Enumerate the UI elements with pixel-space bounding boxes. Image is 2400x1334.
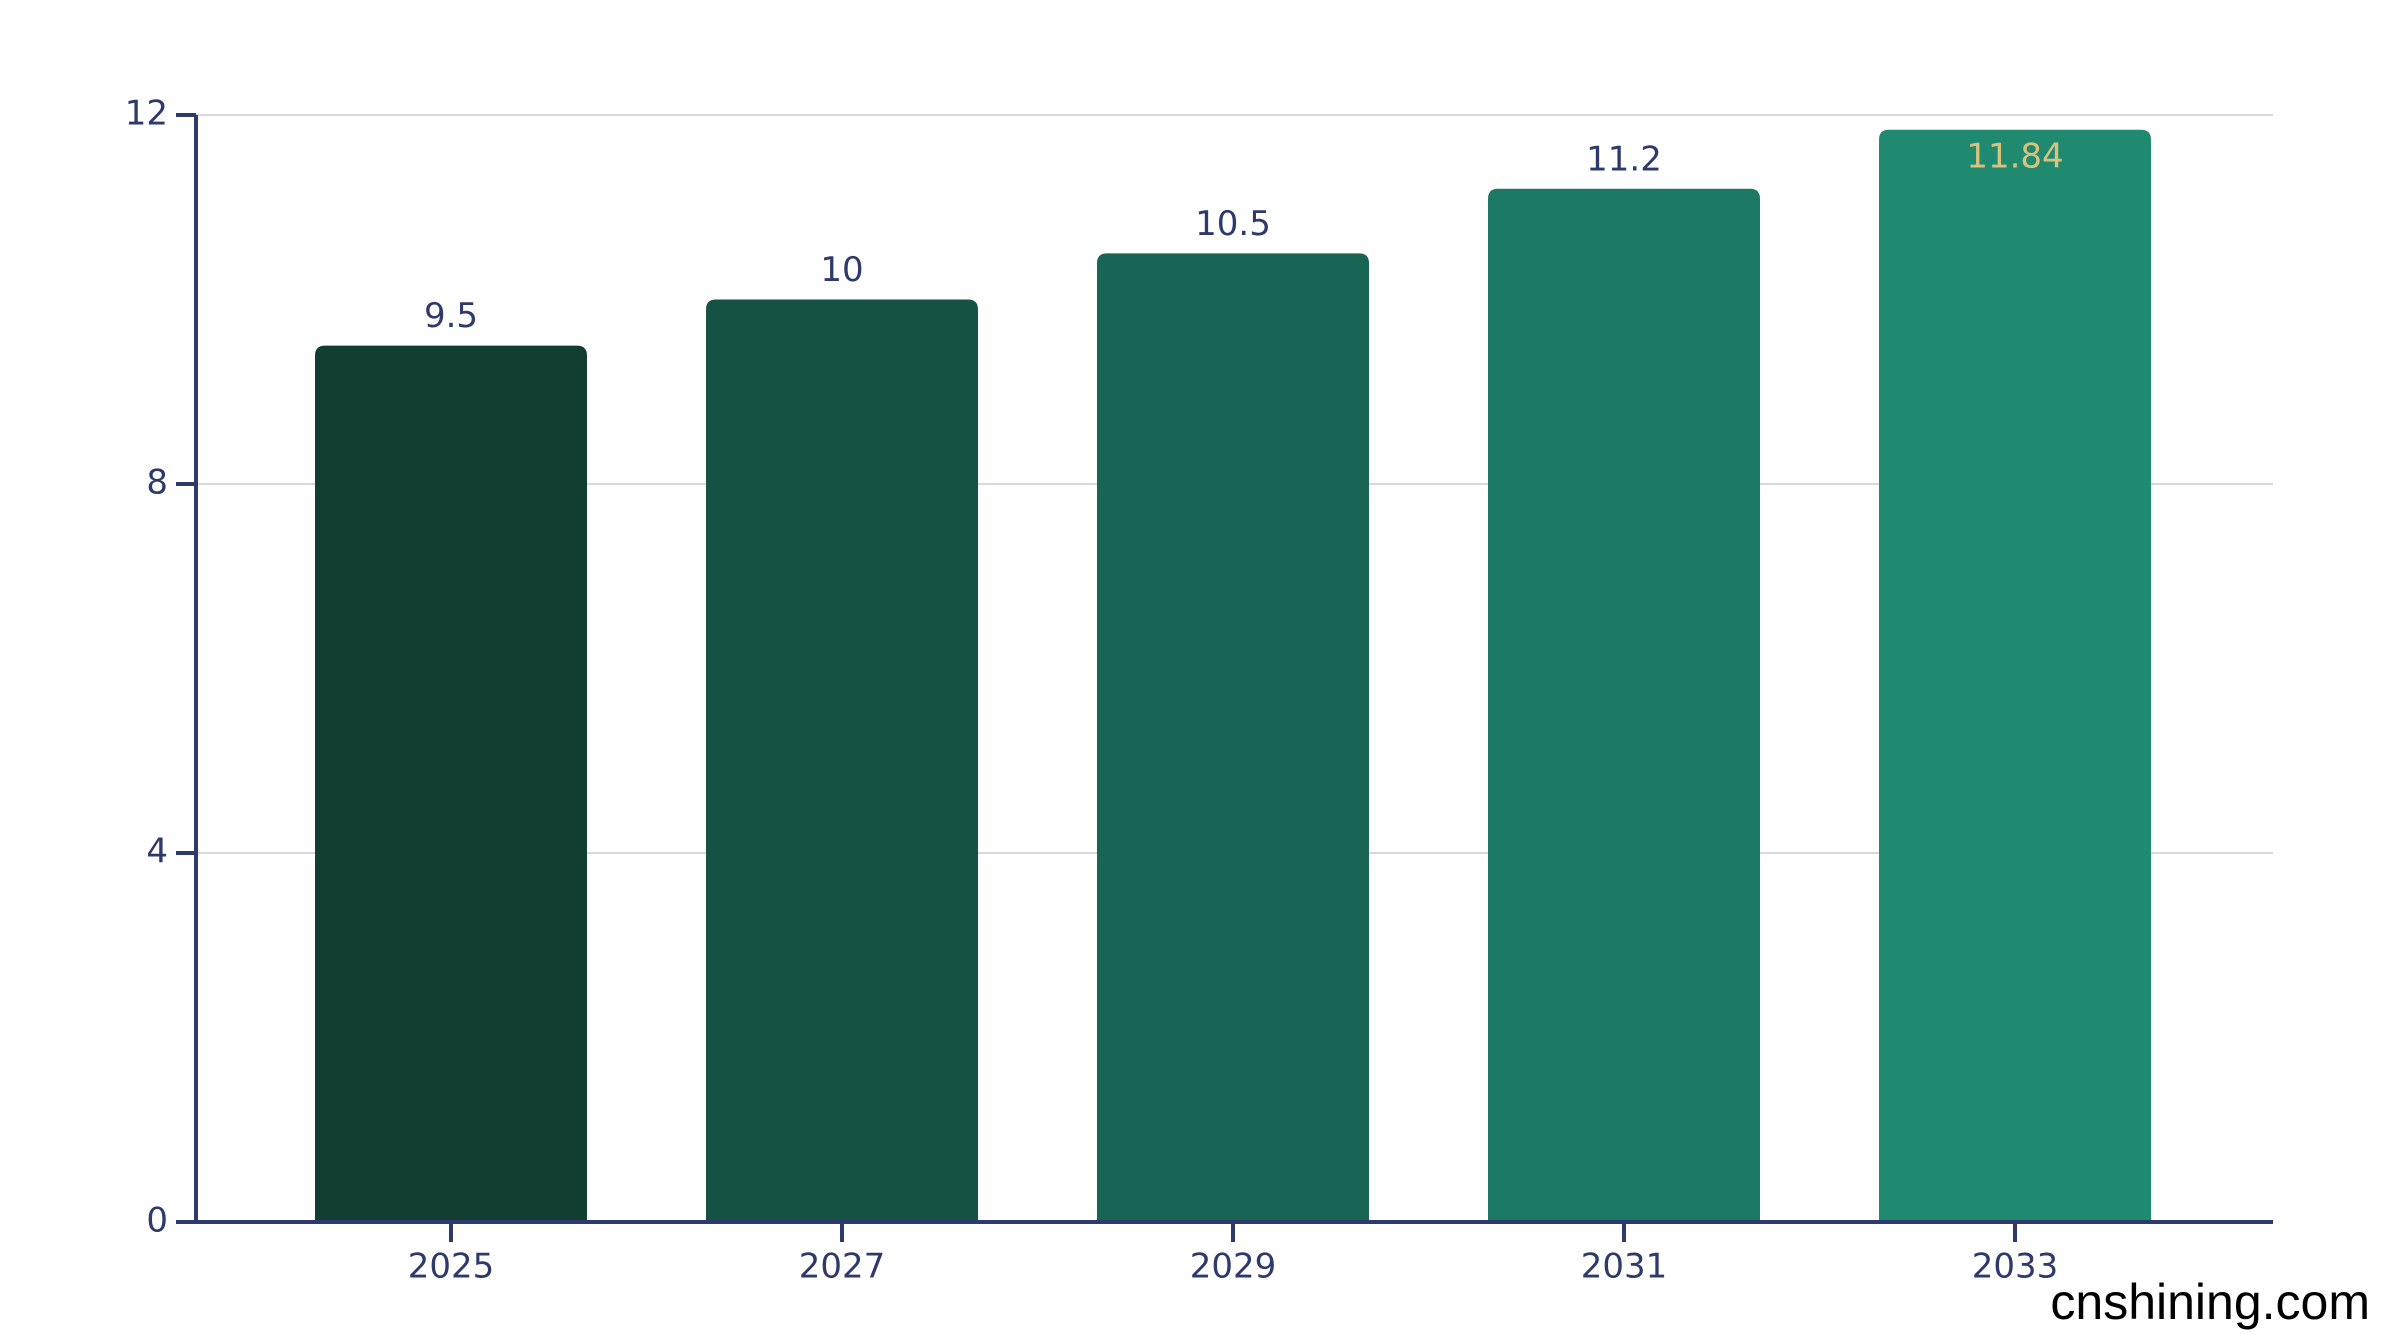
bar <box>706 299 978 1222</box>
y-tick-label: 0 <box>146 1201 168 1241</box>
value-label: 9.5 <box>424 296 478 336</box>
bar <box>1488 188 1760 1222</box>
value-label: 10 <box>820 250 863 290</box>
watermark: cnshining.com <box>2050 1274 2370 1330</box>
y-tick-label: 8 <box>146 463 168 503</box>
bar <box>315 345 587 1222</box>
value-label: 11.84 <box>1966 136 2063 176</box>
y-tick-label: 4 <box>146 832 168 872</box>
value-label: 11.2 <box>1586 139 1662 179</box>
y-tick-label: 12 <box>125 94 168 134</box>
bar <box>1879 129 2151 1222</box>
value-label: 10.5 <box>1195 204 1271 244</box>
x-tick-label: 2029 <box>1190 1247 1277 1287</box>
x-tick-label: 2025 <box>408 1247 495 1287</box>
bar <box>1097 253 1369 1222</box>
x-tick-label: 2027 <box>799 1247 886 1287</box>
x-tick-label: 2033 <box>1972 1247 2059 1287</box>
x-tick-label: 2031 <box>1581 1247 1668 1287</box>
